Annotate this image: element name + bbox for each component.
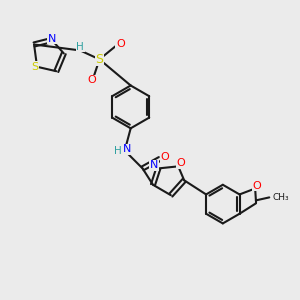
Text: N: N — [123, 144, 131, 154]
Text: O: O — [88, 75, 96, 85]
Text: S: S — [31, 62, 38, 72]
Text: CH₃: CH₃ — [273, 193, 290, 202]
Text: O: O — [116, 40, 125, 50]
Text: O: O — [161, 152, 170, 162]
Text: S: S — [95, 53, 104, 66]
Text: N: N — [150, 160, 158, 170]
Text: H: H — [114, 146, 122, 156]
Text: O: O — [177, 158, 186, 168]
Text: O: O — [252, 181, 261, 190]
Text: N: N — [48, 34, 56, 44]
Text: H: H — [76, 42, 84, 52]
